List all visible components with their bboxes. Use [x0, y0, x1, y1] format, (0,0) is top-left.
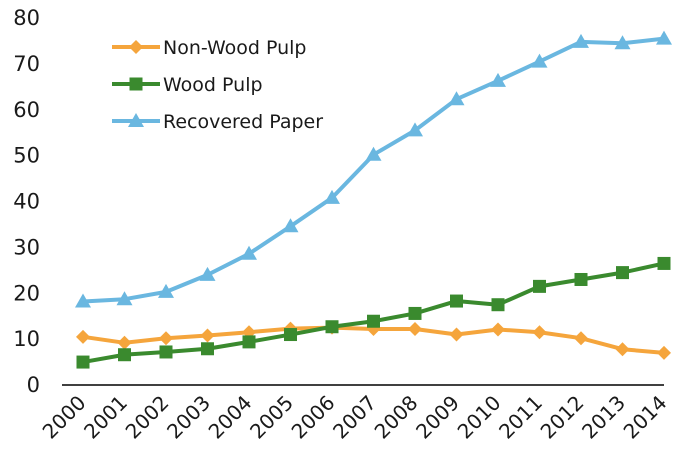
x-tick-label-2012: 2012: [536, 391, 589, 444]
x-tick-label-2000: 2000: [38, 391, 91, 444]
x-tick-label-2001: 2001: [79, 391, 132, 444]
data-point-non-wood-pulp-2000: [76, 329, 90, 344]
y-tick-label-50: 50: [13, 144, 40, 168]
data-point-wood-pulp-2000: [76, 355, 90, 369]
x-tick-label-2014: 2014: [619, 391, 672, 444]
x-axis-ticks: 2000200120022003200420052006200720082009…: [38, 391, 672, 444]
x-tick-label-2003: 2003: [162, 391, 215, 444]
y-tick-label-60: 60: [13, 98, 40, 122]
data-point-recovered-paper-2012: [573, 33, 589, 48]
data-point-recovered-paper-2005: [282, 218, 299, 233]
legend-marker-non-wood-pulp: [129, 40, 143, 54]
series-recovered-paper: [75, 30, 672, 308]
legend-label-non-wood-pulp: Non-Wood Pulp: [163, 37, 307, 59]
data-point-wood-pulp-2006: [325, 320, 339, 334]
data-point-wood-pulp-2001: [118, 348, 131, 362]
data-point-wood-pulp-2003: [201, 342, 214, 356]
x-tick-label-2009: 2009: [411, 391, 464, 444]
data-point-non-wood-pulp-2008: [408, 322, 422, 337]
series-layer: [75, 30, 672, 369]
x-tick-label-2013: 2013: [577, 391, 630, 444]
legend-item-recovered-paper: Recovered Paper: [112, 111, 323, 133]
data-point-recovered-paper-2011: [531, 53, 548, 68]
y-tick-label-20: 20: [13, 281, 40, 305]
y-tick-label-40: 40: [13, 190, 40, 214]
y-tick-label-10: 10: [13, 327, 40, 351]
data-point-non-wood-pulp-2001: [117, 335, 132, 350]
data-point-wood-pulp-2010: [491, 298, 505, 312]
data-point-wood-pulp-2007: [367, 314, 380, 328]
data-point-wood-pulp-2009: [450, 294, 463, 308]
data-point-recovered-paper-2010: [490, 72, 506, 87]
x-tick-label-2011: 2011: [494, 391, 547, 444]
data-point-non-wood-pulp-2009: [449, 327, 464, 342]
data-point-recovered-paper-2008: [407, 122, 423, 137]
x-tick-label-2008: 2008: [370, 391, 423, 444]
y-tick-label-30: 30: [13, 235, 40, 259]
data-point-non-wood-pulp-2013: [615, 342, 630, 357]
legend-item-wood-pulp: Wood Pulp: [112, 74, 263, 96]
data-point-wood-pulp-2008: [408, 306, 422, 320]
data-point-non-wood-pulp-2003: [200, 328, 215, 343]
data-point-recovered-paper-2003: [199, 266, 216, 281]
x-tick-label-2004: 2004: [204, 391, 257, 444]
legend-item-non-wood-pulp: Non-Wood Pulp: [112, 37, 307, 59]
data-point-wood-pulp-2005: [284, 328, 297, 342]
data-point-recovered-paper-2001: [116, 291, 133, 306]
data-point-wood-pulp-2013: [616, 266, 629, 280]
data-point-recovered-paper-2000: [75, 293, 91, 308]
data-point-non-wood-pulp-2011: [532, 325, 547, 340]
x-tick-label-2005: 2005: [245, 391, 298, 444]
data-point-non-wood-pulp-2002: [159, 331, 173, 346]
y-axis-ticks: 0 10 20 30 40 50 60 70 80: [13, 6, 40, 397]
y-tick-label-0: 0: [27, 373, 40, 397]
data-point-recovered-paper-2014: [656, 30, 672, 45]
legend-label-recovered-paper: Recovered Paper: [163, 111, 323, 133]
x-tick-label-2010: 2010: [453, 391, 506, 444]
x-tick-label-2002: 2002: [121, 391, 174, 444]
data-point-non-wood-pulp-2010: [491, 322, 505, 337]
data-point-wood-pulp-2004: [242, 335, 256, 349]
data-point-wood-pulp-2014: [657, 256, 671, 270]
x-tick-label-2006: 2006: [287, 391, 340, 444]
y-tick-label-70: 70: [13, 52, 40, 76]
legend-marker-wood-pulp: [129, 77, 143, 91]
data-point-wood-pulp-2011: [533, 279, 546, 293]
legend-marker-recovered-paper: [128, 113, 144, 127]
data-point-non-wood-pulp-2012: [574, 331, 588, 346]
data-point-recovered-paper-2009: [448, 91, 465, 106]
data-point-recovered-paper-2006: [324, 189, 340, 204]
series-wood-pulp: [76, 256, 671, 369]
legend-label-wood-pulp: Wood Pulp: [163, 74, 263, 96]
data-point-recovered-paper-2013: [614, 35, 631, 50]
data-point-wood-pulp-2012: [574, 272, 588, 286]
data-point-recovered-paper-2007: [365, 146, 382, 161]
data-point-non-wood-pulp-2014: [657, 345, 671, 360]
data-point-recovered-paper-2004: [241, 245, 257, 260]
x-tick-label-2007: 2007: [328, 391, 381, 444]
y-tick-label-80: 80: [13, 6, 40, 30]
data-point-recovered-paper-2002: [158, 283, 174, 298]
data-point-wood-pulp-2002: [159, 345, 173, 359]
legend: Non-Wood Pulp Wood Pulp Recovered Paper: [112, 37, 323, 133]
